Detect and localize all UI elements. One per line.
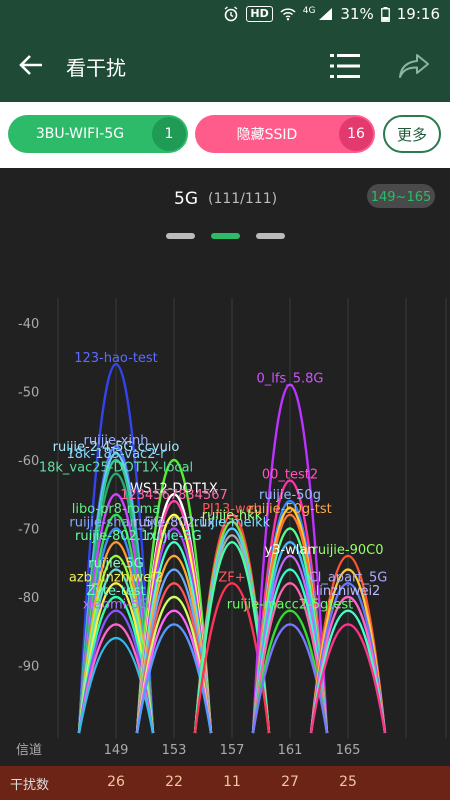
interference-count: 22 [165,774,183,790]
network-label: linzhiwei2 [316,584,381,599]
network-curve [251,582,329,734]
battery-icon [380,6,390,22]
interference-label: 干扰数 [10,778,50,793]
network-curves [77,362,387,734]
network-label: ruijie-5G [146,529,201,544]
hd-badge: HD [246,6,273,22]
network-label: ruijie-802.1x [133,516,215,531]
network-labels: 123-hao-test ruijie-xinhruijie-2.4-5G.ccy… [39,351,387,613]
band-counts: (111/111) [208,191,277,207]
interference-count-bar: 干扰数 26 22 11 27 25 [0,766,450,800]
network-curve [309,623,387,734]
ssid-filter-count: 1 [152,117,186,151]
network-label: azb_linzhiwei2 [69,570,163,585]
x-axis: 信道 149 153 157 161 165 [16,743,360,758]
network-curve [77,493,155,734]
ssid-filter-label: 3BU-WIFI-5G [35,126,125,142]
network-label: ruijie-shan_5G [69,516,162,531]
network-label: ruijie-meikk [194,516,271,531]
page-dot[interactable] [166,233,195,239]
network-label: y3-wlan [264,543,315,558]
network-label: ruijie-2.4-5G.ccyuio [53,440,180,455]
interference-count: 27 [281,774,299,790]
y-tick-label: -90 [18,660,39,675]
band-title: 5G [174,189,198,209]
alarm-icon [224,6,238,22]
status-icons: HD 4G 31% 19:16 [223,5,440,23]
range-badge[interactable]: 149~165 [367,184,435,208]
network-label: 18k-185-vac2-r [66,447,166,462]
ssid-filter-chip[interactable]: 3BU-WIFI-5G 1 [8,115,188,153]
network-curve [135,458,213,734]
network-label: 1234567834567 [120,488,228,503]
y-axis-ticks: -40 -50 -60 -70 -80 -90 [18,317,39,675]
x-tick-label: 165 [336,743,361,758]
x-tick-label: 149 [104,743,129,758]
interference-count: 25 [339,774,357,790]
page-dot[interactable] [211,233,240,239]
network-label: ruijie-50g-tst [248,502,332,517]
network-label: WS12-DOT1X [130,481,218,496]
interference-chart-panel[interactable]: 5G (111/111) 149~165 -40 -50 -60 -70 -80 -90 … [0,168,450,768]
network-label: Zyte-test [86,584,145,599]
clock: 19:16 [396,5,440,23]
x-tick-label: 153 [162,743,187,758]
back-arrow-icon[interactable] [18,52,44,78]
network-type: 4G [302,6,316,16]
filter-bar: 3BU-WIFI-5G 1 隐藏SSID 16 更多 [0,102,450,168]
list-menu-icon[interactable] [330,52,360,80]
network-label: 18k_vac25-DOT1X-local [39,461,193,476]
battery-percent: 31% [340,5,374,23]
network-label: ruijie-802.1x [75,529,157,544]
network-label: 123-hao-test [74,351,158,366]
network-label: PJ13-web [202,502,262,517]
page-title: 看干扰 [66,56,126,80]
x-tick-label: 157 [220,743,245,758]
wifi-icon [280,8,296,21]
y-tick-label: -40 [18,317,39,332]
page-dot[interactable] [256,233,285,239]
hidden-ssid-chip[interactable]: 隐藏SSID 16 [195,115,375,153]
network-label: libo-pr8-roma [72,502,161,517]
interference-chart[interactable]: 5G (111/111) 149~165 -40-50-60-70-80-90 … [0,168,450,768]
status-bar: HD 4G 31% 19:16 [0,0,450,30]
network-label: ruijie-5G [88,557,143,572]
interference-count: 26 [107,774,125,790]
network-curve [251,383,329,734]
network-label: Cl_apart_5G [309,570,388,585]
network-curve [309,582,387,734]
x-axis-label: 信道 [16,743,42,758]
network-label: ruijie-50g [259,488,321,503]
app-bar: 看干扰 [0,30,450,102]
network-label: ruijie-xinh [84,433,149,448]
network-label: 00_test2 [262,468,318,483]
network-curve [309,595,387,734]
page-indicator[interactable] [166,233,285,239]
network-label: ruijie-hkk [202,509,263,524]
more-button[interactable]: 更多 [383,115,441,153]
hidden-ssid-label: 隐藏SSID [236,127,298,143]
range-badge-label: 149~165 [371,190,432,205]
signal-icon [319,8,333,20]
y-tick-label: -80 [18,591,39,606]
chart-grid [57,298,447,738]
x-tick-label: 161 [278,743,303,758]
network-label: 0_lfs_5.8G [257,372,324,387]
hidden-ssid-count: 16 [339,117,373,151]
y-tick-label: -70 [18,523,39,538]
network-curve [309,609,387,734]
network-label: xiaomi-5G [83,598,150,613]
network-label: ZF+ [218,570,245,585]
network-curve [77,362,155,734]
interference-count: 11 [223,774,241,790]
network-label: ruijie-90C0 [313,543,384,558]
y-tick-label: -50 [18,386,39,401]
network-label: ruijie-macc2-5gtest [227,598,353,613]
y-tick-label: -60 [18,454,39,469]
share-icon[interactable] [398,52,430,80]
